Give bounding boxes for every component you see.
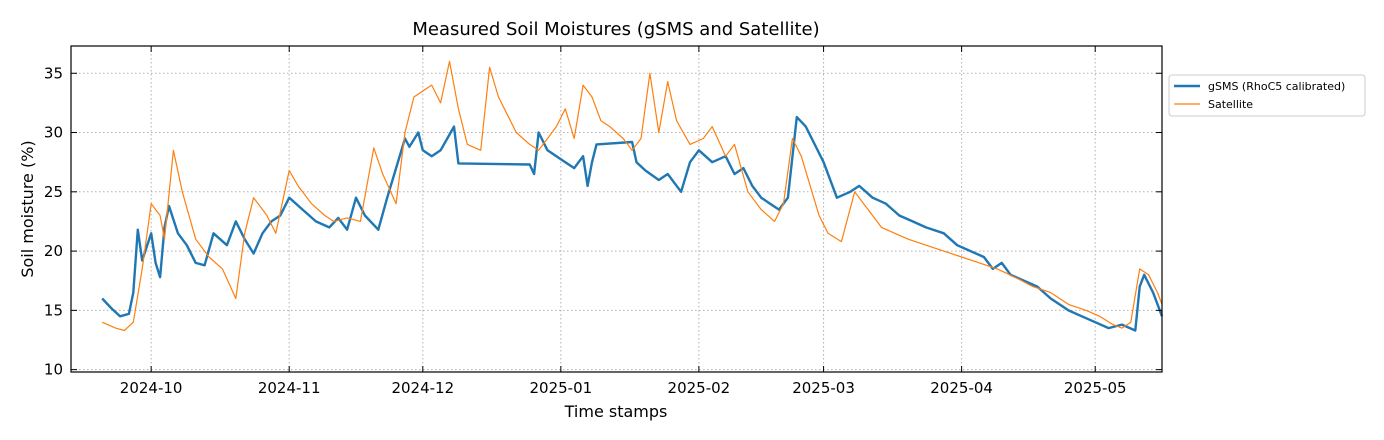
y-tick-label-1: 15	[44, 301, 63, 319]
legend: gSMS (RhoC5 calibrated) Satellite	[1168, 74, 1366, 117]
y-tick-label-4: 30	[44, 124, 63, 142]
series-layer	[101, 60, 1164, 332]
legend-label-satellite: Satellite	[1208, 98, 1253, 111]
y-tick-label-3: 25	[44, 183, 63, 201]
x-tick-label-3: 2025-01	[529, 379, 592, 397]
gridlines	[71, 46, 1162, 372]
x-axis: 2024-10 2024-11 2024-12 2025-01 2025-02 2025-…	[120, 46, 1127, 397]
plot-frame	[70, 45, 1163, 373]
legend-label-gsms: gSMS (RhoC5 calibrated)	[1208, 80, 1345, 93]
x-tick-label-5: 2025-03	[792, 379, 855, 397]
chart-title: Measured Soil Moistures (gSMS and Satell…	[412, 19, 819, 40]
x-tick-label-4: 2025-02	[668, 379, 731, 397]
gsms-series-line	[101, 115, 1164, 332]
legend-frame	[1168, 74, 1366, 117]
y-tick-label-0: 10	[44, 361, 63, 379]
y-axis: 10 15 20 25 30 35	[44, 64, 1162, 379]
x-tick-label-7: 2025-05	[1064, 379, 1127, 397]
y-axis-title: Soil moisture (%)	[18, 140, 37, 277]
x-tick-label-2: 2024-12	[391, 379, 454, 397]
y-tick-label-5: 35	[44, 64, 63, 82]
x-tick-label-1: 2024-11	[258, 379, 321, 397]
x-tick-label-6: 2025-04	[930, 379, 993, 397]
satellite-series-line	[101, 60, 1163, 332]
x-axis-title: Time stamps	[564, 402, 668, 421]
y-tick-label-2: 20	[44, 242, 63, 260]
x-tick-label-0: 2024-10	[120, 379, 183, 397]
